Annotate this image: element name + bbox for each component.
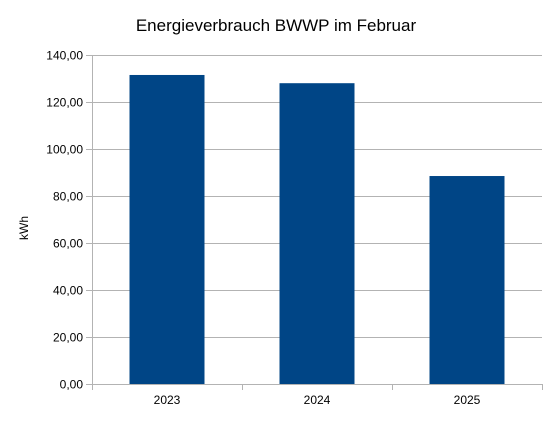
bar-2025 <box>429 176 505 384</box>
chart-title: Energieverbrauch BWWP im Februar <box>136 16 417 35</box>
y-tick-label: 0,00 <box>60 378 84 392</box>
bar-2023 <box>129 74 205 384</box>
y-tick-label: 60,00 <box>53 237 83 251</box>
bar-2024 <box>279 83 355 384</box>
axes <box>92 55 543 390</box>
y-tick-label: 120,00 <box>46 96 83 110</box>
y-tick-label: 100,00 <box>46 143 83 157</box>
y-tick-label: 140,00 <box>46 49 83 63</box>
y-tick-labels: 0,00 20,00 40,00 60,00 80,00 100,00 120,00 140,… <box>46 49 83 392</box>
y-axis-label: kWh <box>17 216 31 240</box>
x-tick-label: 2024 <box>304 393 331 407</box>
y-tick-label: 40,00 <box>53 284 83 298</box>
y-tick-label: 20,00 <box>53 331 83 345</box>
x-tick-labels: 2023 2024 2025 <box>154 393 481 407</box>
bars <box>129 74 505 384</box>
x-tick-label: 2025 <box>454 393 481 407</box>
x-tick-label: 2023 <box>154 393 181 407</box>
y-tick-label: 80,00 <box>53 190 83 204</box>
